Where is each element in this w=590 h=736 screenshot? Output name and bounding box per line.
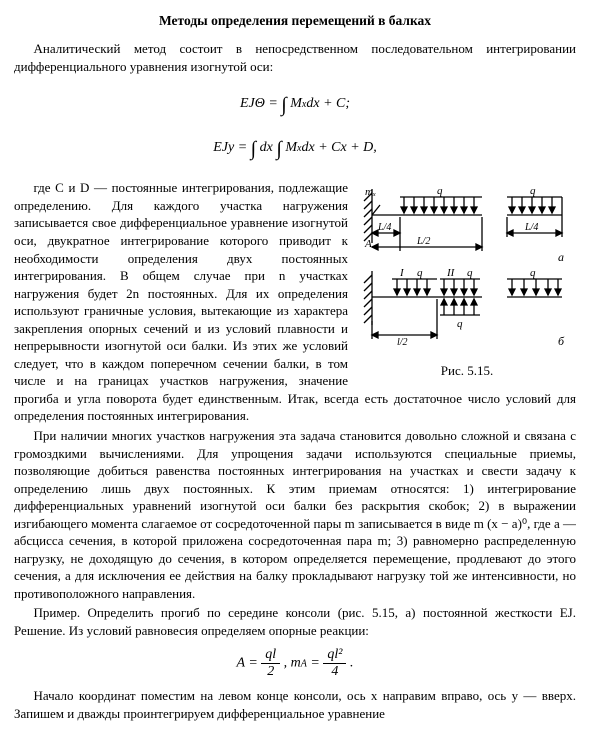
- label-L4-2: L/4: [524, 222, 538, 233]
- page-title: Методы определения перемещений в балках: [14, 12, 576, 30]
- label-l2: l/2: [397, 337, 408, 348]
- label-a-variant: а: [558, 250, 564, 264]
- formula-block-2: A = ql2 , mA = ql²4 .: [14, 648, 576, 680]
- example-paragraph: Пример. Определить прогиб по середине ко…: [14, 604, 576, 639]
- intro-paragraph: Аналитический метод состоит в непосредст…: [14, 40, 576, 75]
- label-mx: mₓ: [365, 186, 376, 198]
- figure-5-15: mₓ q q L/4 L/2 L/4 A а: [358, 183, 576, 380]
- label-q-3: q: [417, 267, 423, 279]
- many-sections-paragraph: При наличии многих участков нагружения э…: [14, 427, 576, 602]
- label-II: II: [446, 267, 456, 279]
- beam-diagram-svg: mₓ q q L/4 L/2 L/4 A а: [362, 183, 572, 358]
- main-text-with-figure: mₓ q q L/4 L/2 L/4 A а: [14, 179, 576, 604]
- label-I: I: [399, 267, 405, 279]
- figure-caption: Рис. 5.15.: [358, 362, 576, 380]
- label-q-2: q: [530, 185, 536, 197]
- label-L2-1: L/2: [416, 236, 430, 247]
- label-b-variant: б: [558, 334, 565, 348]
- label-q-6: q: [457, 318, 463, 330]
- formula-1: EJΘ = ∫ Mxdx + C;: [240, 96, 350, 111]
- label-q-5: q: [530, 267, 536, 279]
- label-L4-1: L/4: [377, 222, 391, 233]
- label-q-1: q: [437, 185, 443, 197]
- end-paragraph: Начало координат поместим на левом конце…: [14, 687, 576, 722]
- formula-2: EJy = ∫ dx ∫ Mxdx + Cx + D,: [213, 140, 377, 155]
- label-A: A: [364, 238, 372, 250]
- label-q-4: q: [467, 267, 473, 279]
- formula-block-1: EJΘ = ∫ Mxdx + C; EJy = ∫ dx ∫ Mxdx + Cx…: [14, 83, 576, 171]
